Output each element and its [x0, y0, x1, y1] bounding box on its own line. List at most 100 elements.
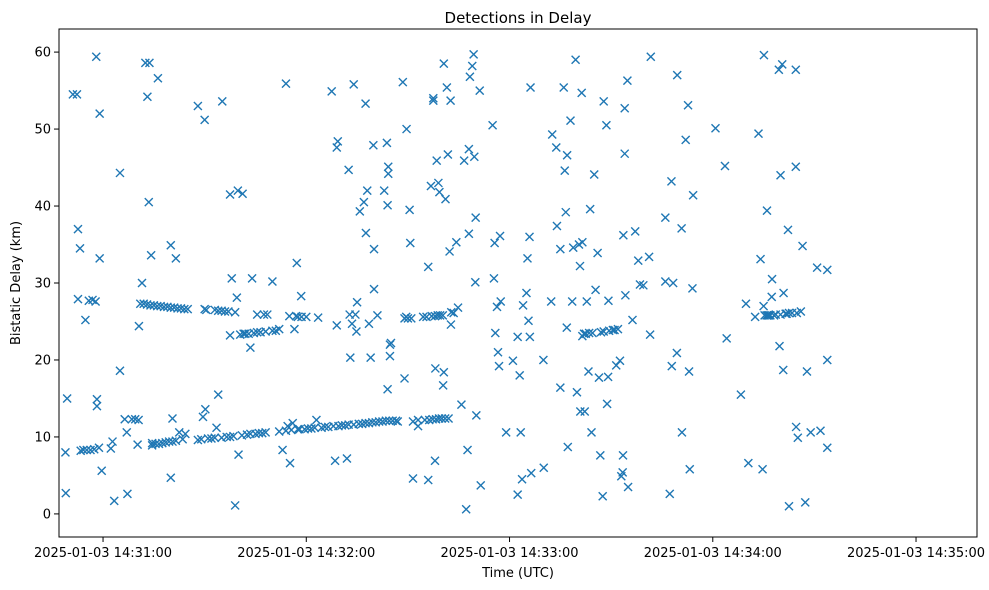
data-point [437, 413, 447, 423]
data-point [777, 59, 787, 69]
data-point [140, 58, 150, 68]
x-tick-label: 2025-01-03 14:33:00 [440, 546, 578, 561]
data-point [274, 324, 284, 334]
data-point [756, 254, 766, 264]
data-point [327, 86, 337, 96]
data-point [615, 356, 625, 366]
data-point [471, 410, 481, 420]
data-point [247, 273, 257, 283]
x-tick-label: 2025-01-03 14:35:00 [847, 546, 985, 561]
data-point [311, 415, 321, 425]
y-tick-label: 0 [43, 507, 51, 522]
data-point [784, 501, 794, 511]
data-point [345, 353, 355, 363]
data-point [613, 324, 623, 334]
data-point [232, 293, 242, 303]
data-point [362, 186, 372, 196]
data-point [167, 437, 177, 447]
data-point [206, 433, 216, 443]
data-point [350, 310, 360, 320]
data-point [384, 416, 394, 426]
data-point [78, 445, 88, 455]
data-point [469, 152, 479, 162]
x-tick-label: 2025-01-03 14:31:00 [34, 546, 172, 561]
data-point [137, 278, 147, 288]
data-point [293, 424, 303, 434]
data-point [620, 103, 630, 113]
data-point [171, 436, 181, 446]
data-point [465, 72, 475, 82]
data-point [382, 138, 392, 148]
data-point [245, 343, 255, 353]
data-point [293, 312, 303, 322]
data-point [645, 330, 655, 340]
data-point [166, 473, 176, 483]
data-point [97, 466, 107, 476]
data-point [524, 316, 533, 326]
data-point [62, 393, 72, 403]
data-point [383, 384, 393, 394]
data-point [73, 294, 83, 304]
data-point [602, 399, 612, 409]
data-point [426, 181, 436, 191]
data-point [561, 207, 571, 217]
data-point [238, 189, 248, 199]
data-point [383, 200, 393, 210]
y-tick-label: 40 [34, 200, 51, 215]
data-point [516, 427, 526, 437]
data-point [618, 230, 628, 240]
data-point [183, 304, 193, 314]
data-point [493, 347, 503, 357]
data-point [672, 348, 682, 358]
data-point [80, 315, 90, 325]
data-point [521, 288, 531, 298]
data-point [225, 189, 235, 199]
data-point [440, 413, 450, 423]
data-point [750, 312, 760, 322]
data-point [791, 162, 801, 172]
data-point [456, 400, 466, 410]
data-point [580, 407, 590, 417]
data-point [522, 253, 532, 263]
data-point [598, 491, 608, 501]
data-point [106, 443, 116, 453]
data-point [361, 99, 371, 109]
data-point [593, 248, 603, 258]
data-point [179, 304, 189, 314]
data-point [157, 438, 167, 448]
data-point [68, 89, 78, 99]
data-point [210, 433, 220, 443]
data-point [381, 416, 391, 426]
data-point [372, 310, 382, 320]
data-point [800, 497, 810, 507]
data-point [469, 49, 479, 59]
data-point [301, 312, 311, 322]
data-point [560, 166, 570, 176]
data-point [791, 422, 801, 432]
data-point [446, 320, 456, 330]
data-point [154, 439, 164, 449]
data-point [225, 432, 235, 442]
data-point [171, 253, 181, 263]
data-point [213, 390, 223, 400]
data-point [589, 169, 599, 179]
data-point [567, 296, 577, 306]
data-point [228, 431, 238, 441]
data-point [340, 420, 350, 430]
data-point [201, 305, 211, 315]
data-point [784, 308, 794, 318]
data-point [677, 427, 687, 437]
data-point [552, 221, 562, 231]
data-point [115, 168, 125, 178]
data-point [618, 467, 628, 477]
data-point [344, 165, 354, 175]
data-point [393, 417, 403, 427]
data-point [438, 380, 448, 390]
data-point [582, 296, 592, 306]
data-point [438, 310, 448, 320]
data-point [234, 450, 244, 460]
data-point [587, 427, 597, 437]
data-point [710, 123, 720, 133]
y-tick-label: 20 [34, 353, 51, 368]
